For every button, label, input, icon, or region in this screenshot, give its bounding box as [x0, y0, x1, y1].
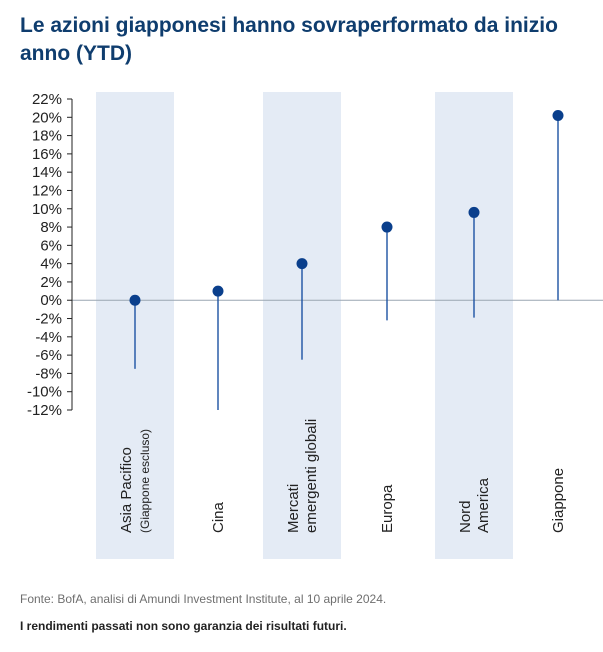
x-category-label: Mercati: [285, 484, 302, 533]
chart-title: Le azioni giapponesi hanno sovraperforma…: [20, 14, 558, 65]
data-point: [468, 206, 480, 218]
x-category-label: emergenti globali: [303, 419, 320, 533]
y-tick-label: -4%: [35, 329, 62, 346]
x-category-label: Europa: [379, 484, 396, 533]
y-tick-label: 14%: [32, 164, 62, 181]
y-tick-label: -6%: [35, 347, 62, 364]
data-point: [212, 285, 224, 297]
y-tick-label: -2%: [35, 311, 62, 328]
y-tick-label: 6%: [40, 237, 62, 254]
y-tick-label: 0%: [40, 292, 62, 309]
y-tick-label: 10%: [32, 201, 62, 218]
data-point: [296, 258, 308, 270]
y-tick-label: 18%: [32, 128, 62, 145]
x-category-label: Nord: [457, 500, 474, 533]
data-point: [552, 109, 564, 121]
source-note: Fonte: BofA, analisi di Amundi Investmen…: [20, 592, 387, 606]
x-category-label: America: [475, 477, 492, 533]
y-tick-label: 16%: [32, 146, 62, 163]
x-category-label: Asia Pacifico: [118, 447, 135, 533]
x-axis-labels: Asia Pacifico (Giappone escluso) Cina Merca…: [118, 419, 567, 533]
dot-plot-chart: 22%20% 18%16%14%12% 10%8%6% 4%2%0% -2%-4%-6%…: [27, 91, 603, 559]
y-tick-label: 8%: [40, 219, 62, 236]
y-tick-label: 12%: [32, 182, 62, 199]
y-tick-label: 22%: [32, 91, 62, 108]
y-tick-label: -8%: [35, 365, 62, 382]
data-points: [129, 109, 564, 306]
y-tick-label: 2%: [40, 274, 62, 291]
data-point: [129, 294, 141, 306]
y-axis: 22%20% 18%16%14%12% 10%8%6% 4%2%0% -2%-4%-6%…: [27, 91, 73, 419]
category-band: [435, 92, 513, 559]
x-category-label: Cina: [210, 501, 227, 533]
x-category-label: Giappone: [550, 468, 567, 533]
x-category-label: (Giappone escluso): [138, 429, 152, 533]
category-bands: [96, 92, 513, 559]
range-stems: [134, 115, 559, 410]
y-tick-label: 20%: [32, 109, 62, 126]
y-tick-label: -10%: [27, 384, 62, 401]
y-tick-label: 4%: [40, 256, 62, 273]
data-point: [381, 221, 393, 233]
disclaimer-note: I rendimenti passati non sono garanzia d…: [20, 619, 347, 633]
y-tick-label: -12%: [27, 402, 62, 419]
